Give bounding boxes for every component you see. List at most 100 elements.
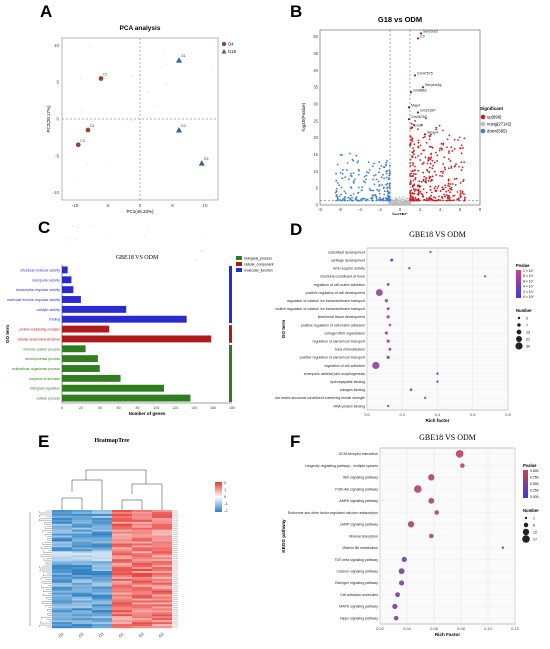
go-category-label: multicellular organismal process — [12, 367, 61, 371]
volcano-point-up — [416, 128, 419, 131]
bubble-point — [436, 372, 439, 375]
volcano-point-up — [410, 192, 412, 195]
heatmap-cell — [152, 588, 173, 591]
volcano-point-up — [441, 148, 443, 151]
heatmap-cell — [132, 551, 153, 554]
volcano-point-down — [340, 154, 343, 156]
volcano-point-up — [429, 157, 432, 160]
heatmap-cell — [132, 561, 153, 564]
x-tick-label: -2 — [378, 207, 382, 212]
heatmap-cell — [92, 535, 113, 538]
volcano-point-up — [455, 163, 457, 165]
volcano-point-up — [456, 191, 459, 193]
volcano-point-down — [338, 184, 341, 187]
volcano-point-nosig — [408, 201, 410, 204]
heatmap-cell — [72, 529, 93, 532]
volcano-point-up — [443, 166, 446, 169]
heatmap-cell — [92, 586, 113, 589]
volcano-point-up — [430, 156, 433, 159]
heatmap-cell — [52, 622, 73, 625]
heatmap-cell — [72, 537, 93, 540]
heatmap-cell — [72, 557, 93, 560]
heatmap-cell — [92, 539, 113, 542]
volcano-point-down — [378, 171, 380, 174]
volcano-point-up — [455, 177, 458, 180]
volcano-point-down — [371, 194, 374, 197]
go-bar — [62, 266, 68, 274]
bubble-point — [392, 603, 398, 610]
heatmap-cell — [72, 511, 93, 515]
bubble-point — [388, 347, 392, 351]
volcano-point-up — [453, 178, 456, 181]
volcano-point-down — [388, 186, 391, 188]
heatmap-cell — [52, 527, 73, 530]
speckle — [200, 250, 203, 252]
x-tick-label: -5 — [105, 203, 109, 208]
volcano-point-down — [380, 164, 383, 167]
heatmap-cell — [112, 521, 133, 524]
term-label: collagen fibril organization — [325, 331, 366, 335]
heatmap-cell — [92, 592, 113, 595]
heatmap-cell — [72, 517, 93, 521]
volcano-point-nosig — [406, 199, 408, 202]
volcano-point-down — [362, 180, 365, 183]
heatmap-cell — [112, 547, 133, 550]
volcano-point-up — [459, 182, 462, 184]
volcano-point-nosig — [403, 198, 406, 201]
x-tick-label: -6 — [338, 207, 342, 212]
heatmap-cell — [112, 537, 133, 540]
heatmap-cell — [112, 559, 133, 562]
volcano-point-down — [388, 183, 391, 185]
go-category-label: binding — [49, 318, 60, 322]
chart-title: HeatmapTree — [94, 438, 129, 444]
x-tick-label: -10 — [72, 203, 79, 208]
volcano-point-down — [378, 189, 381, 192]
speckle — [138, 128, 141, 130]
volcano-point-up — [410, 175, 413, 178]
heatmap-cell — [112, 569, 133, 572]
heatmap-cell — [92, 574, 113, 578]
group-indicator-bar — [229, 266, 232, 324]
heatmap-cell — [132, 592, 153, 595]
volcano-point-nosig — [403, 203, 405, 206]
x-tick-label: 140 — [191, 406, 197, 410]
size-legend-marker — [517, 316, 521, 320]
heatmap-cell — [92, 572, 113, 576]
volcano-point-up — [462, 147, 464, 149]
volcano-point-down — [363, 197, 366, 200]
volcano-point-up — [418, 188, 420, 191]
pca-point-circle — [85, 127, 91, 133]
heatmap-cell — [112, 563, 133, 566]
volcano-point-up — [420, 152, 422, 155]
volcano-point-down — [339, 171, 342, 174]
volcano-point-up — [414, 176, 417, 179]
bubble-point — [398, 568, 405, 575]
x-tick-label: 0.12 — [511, 626, 520, 631]
volcano-point-up — [434, 185, 437, 188]
size-legend-label: 17 — [533, 537, 537, 541]
volcano-point-down — [355, 196, 358, 199]
volcano-point-down — [366, 199, 368, 201]
heatmap-cell — [132, 553, 153, 556]
heatmap-cell — [152, 531, 173, 534]
volcano-point-up — [461, 166, 464, 169]
heatmap-cell — [92, 521, 113, 524]
volcano-point-up — [459, 189, 462, 192]
volcano-point-nosig — [406, 197, 409, 200]
volcano-point-up — [413, 173, 415, 175]
heatmap-cell — [52, 565, 73, 568]
gene-label: Gm47575 — [417, 71, 433, 75]
color-legend-title: Pvalue — [523, 463, 537, 468]
gene-label: Sercocrl2 — [423, 29, 438, 33]
heatmap-cell — [152, 549, 173, 552]
heatmap-cell — [92, 606, 113, 609]
x-tick-label: 0.4 — [435, 412, 441, 417]
volcano-point-down — [352, 159, 355, 162]
volcano-point-up — [446, 146, 448, 149]
gene-label: Cxcl7 — [414, 124, 423, 128]
legend-label: molecular_function — [244, 269, 273, 273]
volcano-point-down — [382, 173, 385, 176]
panel-letter-f: F — [290, 432, 301, 451]
volcano-point-nosig — [407, 203, 410, 206]
volcano-point-up — [448, 198, 451, 201]
